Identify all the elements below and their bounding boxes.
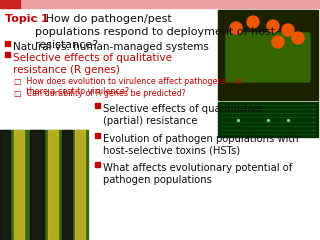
- Bar: [5, 52, 10, 57]
- Bar: [95, 162, 100, 167]
- Bar: [218, 10, 318, 100]
- Bar: [62, 130, 72, 240]
- Text: :  How do pathogen/pest
populations respond to deployment of host
resistance?: : How do pathogen/pest populations respo…: [35, 14, 275, 50]
- Circle shape: [267, 20, 279, 32]
- Bar: [5, 41, 10, 46]
- Bar: [1, 1, 15, 7]
- Text: Natural vs. human-managed systems: Natural vs. human-managed systems: [13, 42, 209, 52]
- Bar: [0, 0, 320, 8]
- Text: Selective effects of qualitative
resistance (R genes): Selective effects of qualitative resista…: [13, 53, 172, 75]
- Bar: [95, 132, 100, 138]
- Text: Topic 1: Topic 1: [5, 14, 49, 24]
- Bar: [218, 102, 318, 137]
- Text: Selective effects of quantitative
(partial) resistance: Selective effects of quantitative (parti…: [103, 104, 262, 126]
- Text: □  Can durability of R genes be predicted?: □ Can durability of R genes be predicted…: [14, 89, 186, 98]
- Bar: [0, 130, 88, 240]
- Bar: [30, 130, 44, 240]
- Text: Evolution of pathogen populations with
host-selective toxins (HSTs): Evolution of pathogen populations with h…: [103, 133, 299, 156]
- Text: What affects evolutionary potential of
pathogen populations: What affects evolutionary potential of p…: [103, 163, 292, 185]
- Bar: [75, 130, 85, 240]
- Circle shape: [230, 22, 242, 34]
- Circle shape: [292, 32, 304, 44]
- Bar: [0, 0, 20, 8]
- FancyBboxPatch shape: [226, 33, 310, 82]
- Bar: [48, 130, 58, 240]
- Circle shape: [282, 24, 294, 36]
- Bar: [95, 103, 100, 108]
- Circle shape: [247, 16, 259, 28]
- Bar: [0, 130, 10, 240]
- Circle shape: [272, 36, 284, 48]
- Text: □  How does evolution to virulence affect pathogens – is
     there a cost to vi: □ How does evolution to virulence affect…: [14, 77, 242, 96]
- Bar: [14, 130, 24, 240]
